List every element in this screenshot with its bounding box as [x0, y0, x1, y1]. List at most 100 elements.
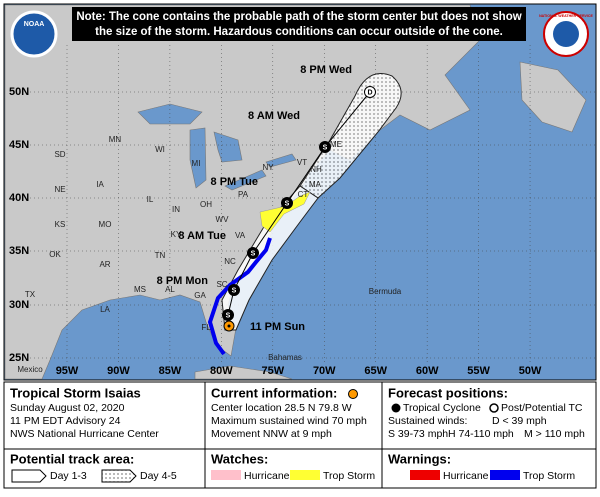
date: Sunday August 02, 2020	[10, 402, 125, 414]
lake-erie	[224, 169, 267, 191]
warnings-title: Warnings:	[388, 451, 451, 466]
watch-ts-swatch	[290, 470, 320, 480]
current-line: Center location 28.5 N 79.8 W	[211, 402, 352, 414]
place-label: NY	[262, 163, 274, 172]
time-label: 8 PM Tue	[211, 176, 258, 188]
warn-ts-swatch	[490, 470, 520, 480]
lat-label: 30N	[9, 299, 29, 311]
wind-class: D < 39 mph	[492, 415, 547, 427]
place-label: KY	[171, 230, 182, 239]
point-letter: S	[232, 287, 237, 294]
time-label: 8 PM Wed	[300, 64, 352, 76]
place-label: MS	[134, 285, 146, 294]
point-letter: S	[251, 250, 256, 257]
lon-label: 75W	[261, 365, 284, 377]
legend-text: Tropical Cyclone	[403, 402, 481, 414]
advisory: 11 PM EDT Advisory 24	[10, 415, 121, 427]
lat-label: 35N	[9, 245, 29, 257]
place-label: AL	[165, 285, 175, 294]
watches-title: Watches:	[211, 451, 268, 466]
cone-day-1-3	[221, 185, 319, 331]
point-letter: S	[323, 144, 328, 151]
place-label: Mexico	[17, 365, 43, 374]
lat-label: 50N	[9, 86, 29, 98]
lake-huron	[213, 131, 243, 163]
point-letter: S	[285, 200, 290, 207]
day13-swatch	[11, 469, 47, 483]
noaa-logo-text: NOAA	[24, 21, 45, 28]
place-label: FL	[201, 323, 211, 332]
lon-label: 85W	[159, 365, 182, 377]
legend-text: Trop Storm	[523, 470, 575, 482]
place-label: LA	[100, 305, 110, 314]
place-label: IN	[172, 205, 180, 214]
current-position-dot	[227, 324, 231, 328]
forecast-title: Forecast positions:	[388, 385, 508, 400]
tc-icon	[391, 403, 401, 413]
time-label: 8 PM Mon	[157, 275, 209, 287]
lon-label: 60W	[416, 365, 439, 377]
place-label: AR	[99, 260, 110, 269]
place-label: GA	[194, 291, 206, 300]
note-line: Note: The cone contains the probable pat…	[76, 11, 521, 23]
place-label: MN	[109, 135, 122, 144]
graticule: 50N 45N 40N 35N 30N 25N 95W 90W 85W 80W 75W 70W 65W 6…	[9, 45, 595, 377]
track-area-title: Potential track area:	[10, 451, 134, 466]
lake-ontario	[265, 153, 297, 168]
legend-text: Day 1-3	[50, 470, 87, 482]
forecast-point	[247, 247, 259, 259]
warn-hurricane-swatch	[410, 470, 440, 480]
center: NWS National Hurricane Center	[10, 428, 159, 440]
place-label: WV	[216, 215, 230, 224]
forecast-point	[319, 141, 331, 153]
current-title: Current information:	[211, 385, 337, 400]
wind-class: M > 110 mph	[524, 428, 585, 440]
place-label: MA	[309, 180, 322, 189]
day45-swatch	[101, 469, 137, 483]
winds-title: Sustained winds:	[388, 415, 467, 427]
note-box	[72, 7, 526, 41]
place-label: OH	[200, 200, 212, 209]
lat-label: 40N	[9, 192, 29, 204]
nws-logo-inner	[553, 21, 579, 47]
post-icon	[489, 403, 499, 413]
place-label: SC	[216, 280, 227, 289]
nws-logo-text: NATIONAL WEATHER SERVICE	[539, 14, 593, 18]
lon-label: 50W	[519, 365, 542, 377]
place-label: CT	[298, 190, 309, 199]
current-icon	[348, 389, 358, 399]
place-label: IL	[147, 195, 154, 204]
lat-label: 45N	[9, 139, 29, 151]
place-label: KS	[55, 220, 66, 229]
place-label: Bermuda	[369, 287, 402, 296]
current-line: Maximum sustained wind 70 mph	[211, 415, 367, 427]
place-label: WI	[155, 145, 165, 154]
place-label: MI	[192, 159, 201, 168]
legend-text: Day 4-5	[140, 470, 177, 482]
place-label: SD	[54, 150, 65, 159]
ts-warning	[207, 237, 272, 356]
lon-label: 95W	[56, 365, 79, 377]
lon-label: 90W	[107, 365, 130, 377]
legend-text: Hurricane	[443, 470, 489, 482]
great-lakes	[137, 103, 297, 191]
legend-text: Trop Storm	[323, 470, 375, 482]
lon-label: 55W	[467, 365, 490, 377]
watch-hurricane-swatch	[211, 470, 241, 480]
legend-text: Hurricane	[244, 470, 290, 482]
place-label: Bahamas	[268, 353, 302, 362]
wind-class: H 74-110 mph	[448, 428, 514, 440]
note-line: the size of the storm. Hazardous conditi…	[95, 26, 503, 38]
place-label: VT	[297, 158, 307, 167]
place-label: NH	[310, 165, 322, 174]
lon-label: 80W	[210, 365, 233, 377]
place-label: MO	[99, 220, 112, 229]
current-line: Movement NNW at 9 mph	[211, 428, 332, 440]
place-label: IA	[96, 180, 104, 189]
forecast-track: 11 PM Sun S S 8 PM Mon S 8 AM Tue S 8 PM Tue S 8 …	[157, 64, 376, 333]
wind-class: S 39-73 mph	[388, 428, 448, 440]
point-letter: S	[226, 312, 231, 319]
time-label: 8 AM Wed	[248, 110, 300, 122]
place-label: VA	[235, 231, 246, 240]
